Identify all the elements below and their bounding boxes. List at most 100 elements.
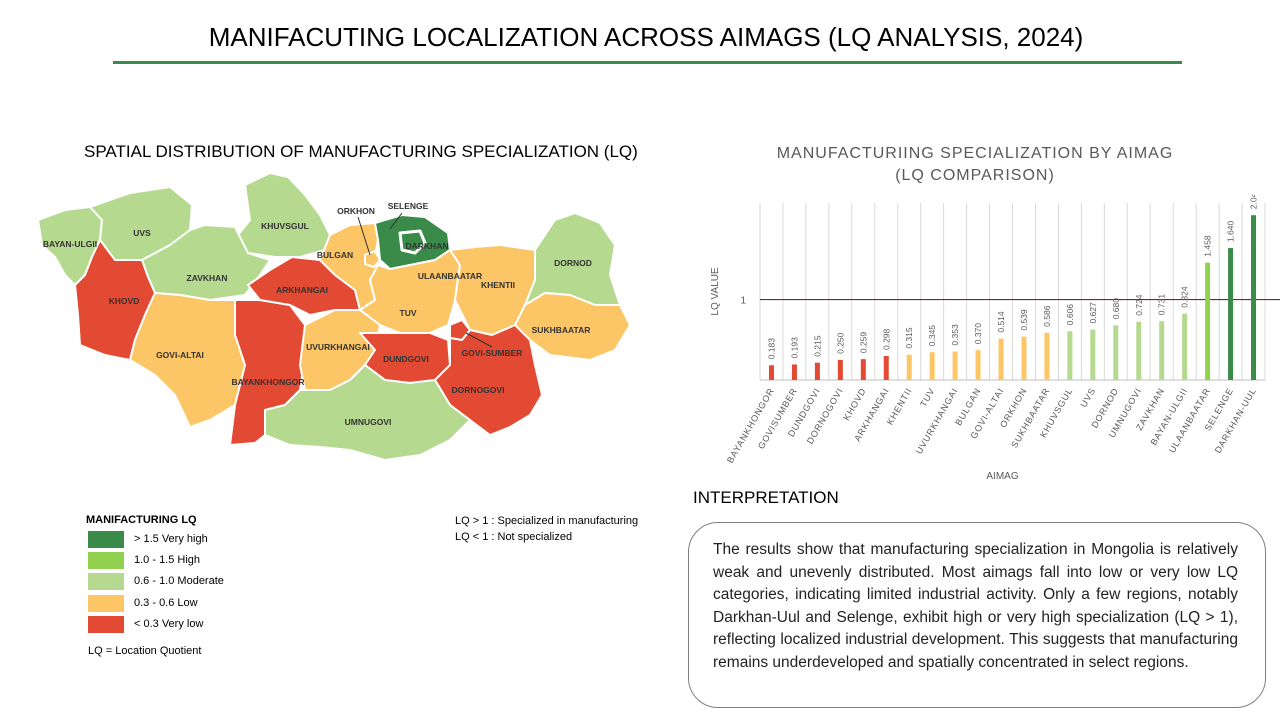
bar (1090, 329, 1096, 380)
region-govi-altai (129, 292, 246, 428)
data-label: 0.215 (812, 335, 822, 357)
data-label: 0.606 (1065, 304, 1075, 326)
chart-title-line: (LQ COMPARISON) (895, 167, 1055, 184)
bar (906, 354, 912, 380)
map-label-ulaanbaatar: ULAANBAATAR (418, 271, 482, 281)
interpretation-text: The results show that manufacturing spec… (713, 541, 1238, 671)
legend-swatch (88, 573, 124, 590)
map-label-dornogovi: DORNOGOVI (452, 385, 505, 395)
bar (883, 356, 889, 380)
bar (860, 359, 866, 380)
data-label: 0.731 (1157, 294, 1167, 316)
data-label: 0.193 (789, 337, 799, 359)
legend-swatch (88, 531, 124, 548)
lq-definition-note: LQ = Location Quotient (88, 645, 202, 657)
y-axis-label: LQ VALUE (710, 267, 721, 315)
legend-label: < 0.3 Very low (134, 618, 204, 630)
interpretation-title: INTERPRETATION (693, 488, 839, 507)
legend-swatch (88, 595, 124, 612)
legend-item-low: 0.3 - 0.6 Low (88, 595, 288, 613)
map-label-govi-altai: GOVI-ALTAI (156, 350, 204, 360)
data-label: 0.250 (835, 332, 845, 354)
data-label: 0.724 (1134, 294, 1144, 316)
data-label: 1.458 (1203, 235, 1213, 257)
lq-rule-specialized: LQ > 1 : Specialized in manufacturing (455, 515, 639, 527)
map-label-darkhan: DARKHAN (406, 241, 449, 251)
map-label-umnugovi: UMNUGOVI (345, 417, 392, 427)
data-label: 0.370 (973, 323, 983, 345)
bar (1182, 313, 1188, 380)
map-label-selenge: SELENGE (388, 201, 429, 211)
lq-rule-not-specialized: LQ < 1 : Not specialized (455, 531, 573, 543)
data-label: 2.048 (1249, 195, 1259, 209)
mongolia-lq-map: BAYAN-ULGII UVS KHUVSGUL ZAVKHAN KHOVD G… (37, 172, 631, 461)
x-tick-label: TUV (918, 386, 937, 409)
data-label: 1.640 (1226, 221, 1236, 243)
bar (952, 351, 958, 380)
region-umnugovi (264, 364, 471, 461)
bar (929, 352, 935, 380)
bar (1067, 331, 1073, 380)
region-darkhan (398, 229, 427, 255)
map-label-khentii: KHENTII (481, 280, 515, 290)
map-title: SPATIAL DISTRIBUTION OF MANUFACTURING SP… (84, 142, 638, 161)
legend-label: 0.3 - 0.6 Low (134, 597, 198, 609)
bar (837, 359, 843, 380)
chart-title: MANUFACTURIING SPECIALIZATION BY AIMAG (L… (740, 143, 1210, 187)
bar (768, 365, 774, 380)
region-khuvsgul (237, 172, 331, 258)
map-label-khuvsgul: KHUVSGUL (261, 221, 309, 231)
map-label-khovd: KHOVD (109, 296, 140, 306)
legend-swatch (88, 616, 124, 633)
title-underline (113, 61, 1182, 64)
map-label-arkhangai: ARKHANGAI (276, 285, 328, 295)
data-label: 0.298 (881, 328, 891, 350)
data-label: 0.353 (950, 324, 960, 346)
data-label: 0.315 (904, 327, 914, 349)
bar (1159, 321, 1165, 380)
legend-label: 1.0 - 1.5 High (134, 554, 201, 566)
bar (998, 338, 1004, 380)
bar (1136, 321, 1142, 380)
legend-label: > 1.5 Very high (134, 533, 208, 545)
lq-bar-chart: 1LQ VALUE0.183BAYANKHONGOR0.193GOVISUMBE… (710, 195, 1280, 482)
data-label: 0.183 (766, 338, 776, 360)
map-label-sukhbaatar: SUKHBAATAR (532, 325, 591, 335)
map-label-govi-sumber: GOVI-SUMBER (462, 348, 523, 358)
bar (1044, 332, 1050, 380)
map-label-bulgan: BULGAN (317, 250, 353, 260)
bar (1251, 215, 1257, 380)
map-label-bayan-ulgii: BAYAN-ULGII (43, 239, 97, 249)
data-label: 0.539 (1019, 309, 1029, 331)
legend-label: 0.6 - 1.0 Moderate (134, 575, 224, 587)
x-tick-label: DARKHAN-UUL (1213, 386, 1259, 455)
bar (814, 362, 820, 380)
map-label-uvurkhangai: UVURKHANGAI (306, 342, 370, 352)
bar (791, 364, 797, 380)
chart-title-line: MANUFACTURIING SPECIALIZATION BY AIMAG (776, 145, 1174, 162)
x-axis-label: AIMAG (986, 471, 1018, 482)
map-label-dundgovi: DUNDGOVI (383, 354, 429, 364)
data-label: 0.680 (1111, 298, 1121, 320)
map-label-orkhon: ORKHON (337, 206, 375, 216)
data-label: 0.824 (1180, 286, 1190, 308)
bar (1228, 248, 1234, 380)
interpretation-box: The results show that manufacturing spec… (688, 522, 1266, 708)
legend-item-moderate: 0.6 - 1.0 Moderate (88, 573, 288, 591)
y-tick-label: 1 (740, 296, 746, 307)
bar (1113, 325, 1119, 380)
data-label: 0.514 (996, 311, 1006, 333)
region-orkhon (364, 250, 381, 268)
map-label-uvs: UVS (133, 228, 151, 238)
page-title: MANIFACUTING LOCALIZATION ACROSS AIMAGS … (208, 22, 1084, 52)
bar (975, 350, 981, 380)
legend-item-very-high: > 1.5 Very high (88, 531, 288, 549)
bar (1021, 336, 1027, 380)
map-label-dornod: DORNOD (554, 258, 592, 268)
legend-item-very-low: < 0.3 Very low (88, 616, 288, 634)
legend-swatch (88, 552, 124, 569)
legend-title: MANIFACTURING LQ (86, 514, 197, 526)
x-tick-label: UVS (1078, 386, 1097, 409)
data-label: 0.345 (927, 325, 937, 347)
data-label: 0.259 (858, 332, 868, 354)
